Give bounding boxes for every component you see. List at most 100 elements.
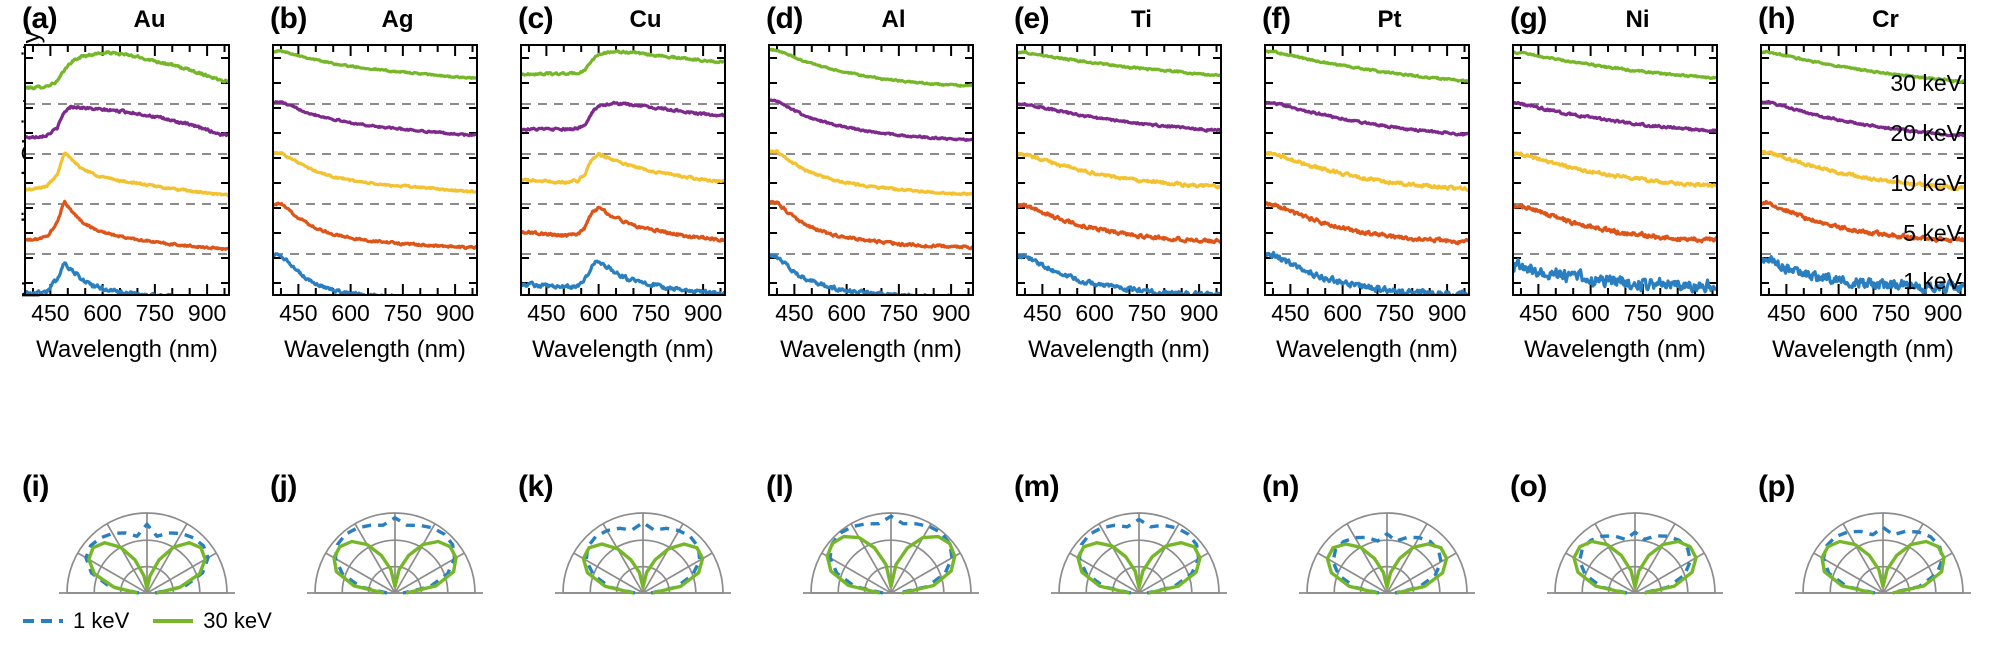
spectrum-curve-au-10keV bbox=[26, 151, 228, 198]
x-tick-label-750: 750 bbox=[135, 300, 175, 326]
spectrum-curve-pt-1keV bbox=[1266, 250, 1468, 294]
panel-title-ag: Ag bbox=[381, 6, 414, 33]
x-axis-title: Wavelength (nm) bbox=[1524, 336, 1706, 363]
axes-cu bbox=[520, 44, 726, 296]
spectrum-curve-cr-1keV bbox=[1762, 255, 1964, 294]
x-tick-label-750: 750 bbox=[1623, 300, 1663, 326]
spectrum-curve-au-5keV bbox=[26, 199, 228, 252]
x-axis-title: Wavelength (nm) bbox=[532, 336, 714, 363]
x-tick-label-900: 900 bbox=[683, 300, 723, 326]
x-tick-label-750: 750 bbox=[631, 300, 671, 326]
panel-title-cu: Cu bbox=[629, 6, 662, 33]
polar-curve-1kev bbox=[1331, 532, 1443, 595]
spectra-panel-ni: (g) Ni 450 600 750 900 Wavelength (nm) bbox=[1510, 0, 1729, 388]
polar-panel-ni: (o) bbox=[1510, 470, 1729, 630]
panel-label-e: (e) bbox=[1014, 2, 1050, 35]
spectra-panel-ag: (b) Ag 450 600 750 900 Wavelength (nm) bbox=[270, 0, 489, 388]
energy-label-1keV: 1 keV bbox=[1903, 268, 1962, 294]
spectrum-curve-pt-10keV bbox=[1266, 150, 1468, 193]
spectrum-curve-ag-30keV bbox=[274, 48, 476, 80]
x-tick-labels: 450 600 750 900 bbox=[1264, 300, 1470, 330]
spectrum-curve-au-1keV bbox=[26, 261, 172, 294]
panel-label-b: (b) bbox=[270, 2, 307, 35]
polar-plot-au bbox=[56, 478, 238, 602]
x-tick-label-750: 750 bbox=[879, 300, 919, 326]
panel-label-o: (o) bbox=[1510, 470, 1547, 503]
spectrum-curve-ni-5keV bbox=[1514, 203, 1716, 244]
x-tick-labels: 450 600 750 900 bbox=[520, 300, 726, 330]
polar-panel-ag: (j) bbox=[270, 470, 489, 630]
spectrum-curve-cr-10keV bbox=[1762, 149, 1964, 192]
x-tick-label-450: 450 bbox=[1767, 300, 1806, 326]
panel-title-au: Au bbox=[133, 6, 166, 33]
spectrum-curve-ni-20keV bbox=[1514, 100, 1716, 133]
panel-title-ni: Ni bbox=[1625, 6, 1650, 33]
panel-label-m: (m) bbox=[1014, 470, 1060, 503]
x-tick-label-450: 450 bbox=[279, 300, 318, 326]
x-tick-label-750: 750 bbox=[383, 300, 423, 326]
panel-label-p: (p) bbox=[1758, 470, 1795, 503]
x-tick-label-450: 450 bbox=[1023, 300, 1062, 326]
x-tick-labels: 450 600 750 900 bbox=[1512, 300, 1718, 330]
spectrum-curve-cu-20keV bbox=[522, 100, 724, 132]
x-axis-title: Wavelength (nm) bbox=[36, 336, 218, 363]
polar-plot-ag bbox=[304, 478, 486, 602]
panel-title-pt: Pt bbox=[1377, 6, 1402, 33]
dashed-line-swatch-icon bbox=[23, 619, 63, 623]
spectrum-curve-cu-1keV bbox=[522, 259, 724, 294]
spectra-panel-ti: (e) Ti 450 600 750 900 Wavelength (nm) bbox=[1014, 0, 1233, 388]
panel-title-ti: Ti bbox=[1131, 6, 1152, 33]
energy-label-30keV: 30 keV bbox=[1890, 70, 1962, 96]
polar-plot-cu bbox=[552, 478, 734, 602]
x-tick-label-600: 600 bbox=[827, 300, 866, 326]
x-tick-label-450: 450 bbox=[1519, 300, 1558, 326]
x-axis-title: Wavelength (nm) bbox=[284, 336, 466, 363]
axes-ag bbox=[272, 44, 478, 296]
x-tick-label-450: 450 bbox=[1271, 300, 1310, 326]
energy-label-5keV: 5 keV bbox=[1903, 220, 1962, 246]
legend-label-30kev: 30 keV bbox=[203, 608, 272, 633]
spectrum-curve-ti-20keV bbox=[1018, 102, 1220, 133]
axes-al bbox=[768, 44, 974, 296]
x-tick-labels: 450 600 750 900 bbox=[768, 300, 974, 330]
spectrum-curve-cu-5keV bbox=[522, 205, 724, 243]
solid-line-swatch-icon bbox=[153, 619, 194, 623]
polar-plot-pt bbox=[1296, 478, 1478, 602]
polar-panel-cu: (k) bbox=[518, 470, 737, 630]
panel-label-d: (d) bbox=[766, 2, 803, 35]
legend-label-1kev: 1 keV bbox=[73, 608, 130, 633]
axes-cr bbox=[1760, 44, 1966, 296]
panel-label-f: (f) bbox=[1262, 2, 1291, 35]
axes-pt bbox=[1264, 44, 1470, 296]
x-tick-label-600: 600 bbox=[1323, 300, 1362, 326]
energy-label-10keV: 10 keV bbox=[1890, 170, 1962, 196]
spectrum-curve-ti-5keV bbox=[1018, 202, 1220, 245]
polar-plot-ti bbox=[1048, 478, 1230, 602]
panel-label-k: (k) bbox=[518, 470, 554, 503]
spectra-panel-au: (a) Au 450 600 750 900 Wavelength (nm) bbox=[22, 0, 241, 388]
spectrum-curve-ti-30keV bbox=[1018, 49, 1220, 78]
spectrum-curve-ag-20keV bbox=[274, 100, 476, 138]
spectrum-curve-pt-30keV bbox=[1266, 49, 1468, 84]
x-axis-title: Wavelength (nm) bbox=[780, 336, 962, 363]
panel-label-h: (h) bbox=[1758, 2, 1795, 35]
polar-panel-al: (l) bbox=[766, 470, 985, 630]
spectrum-curve-cu-10keV bbox=[522, 151, 724, 185]
spectrum-curve-al-5keV bbox=[770, 199, 972, 251]
panel-label-c: (c) bbox=[518, 2, 554, 35]
spectrum-curve-ni-10keV bbox=[1514, 151, 1716, 189]
polar-curve-30kev bbox=[1820, 539, 1946, 595]
panel-label-a: (a) bbox=[22, 2, 58, 35]
spectrum-curve-au-30keV bbox=[26, 50, 228, 91]
spectrum-curve-pt-20keV bbox=[1266, 100, 1468, 137]
polar-panel-au: (i) bbox=[22, 470, 241, 630]
polar-panel-cr: (p) bbox=[1758, 470, 1977, 630]
polar-curve-1kev bbox=[1577, 530, 1693, 595]
x-tick-label-600: 600 bbox=[579, 300, 618, 326]
spectrum-curve-ag-5keV bbox=[274, 201, 476, 251]
axes-ti bbox=[1016, 44, 1222, 296]
x-tick-labels: 450 600 750 900 bbox=[1760, 300, 1966, 330]
spectrum-curve-al-1keV bbox=[770, 253, 950, 294]
polar-curve-30kev bbox=[1076, 541, 1202, 595]
energy-label-20keV: 20 keV bbox=[1890, 120, 1962, 146]
